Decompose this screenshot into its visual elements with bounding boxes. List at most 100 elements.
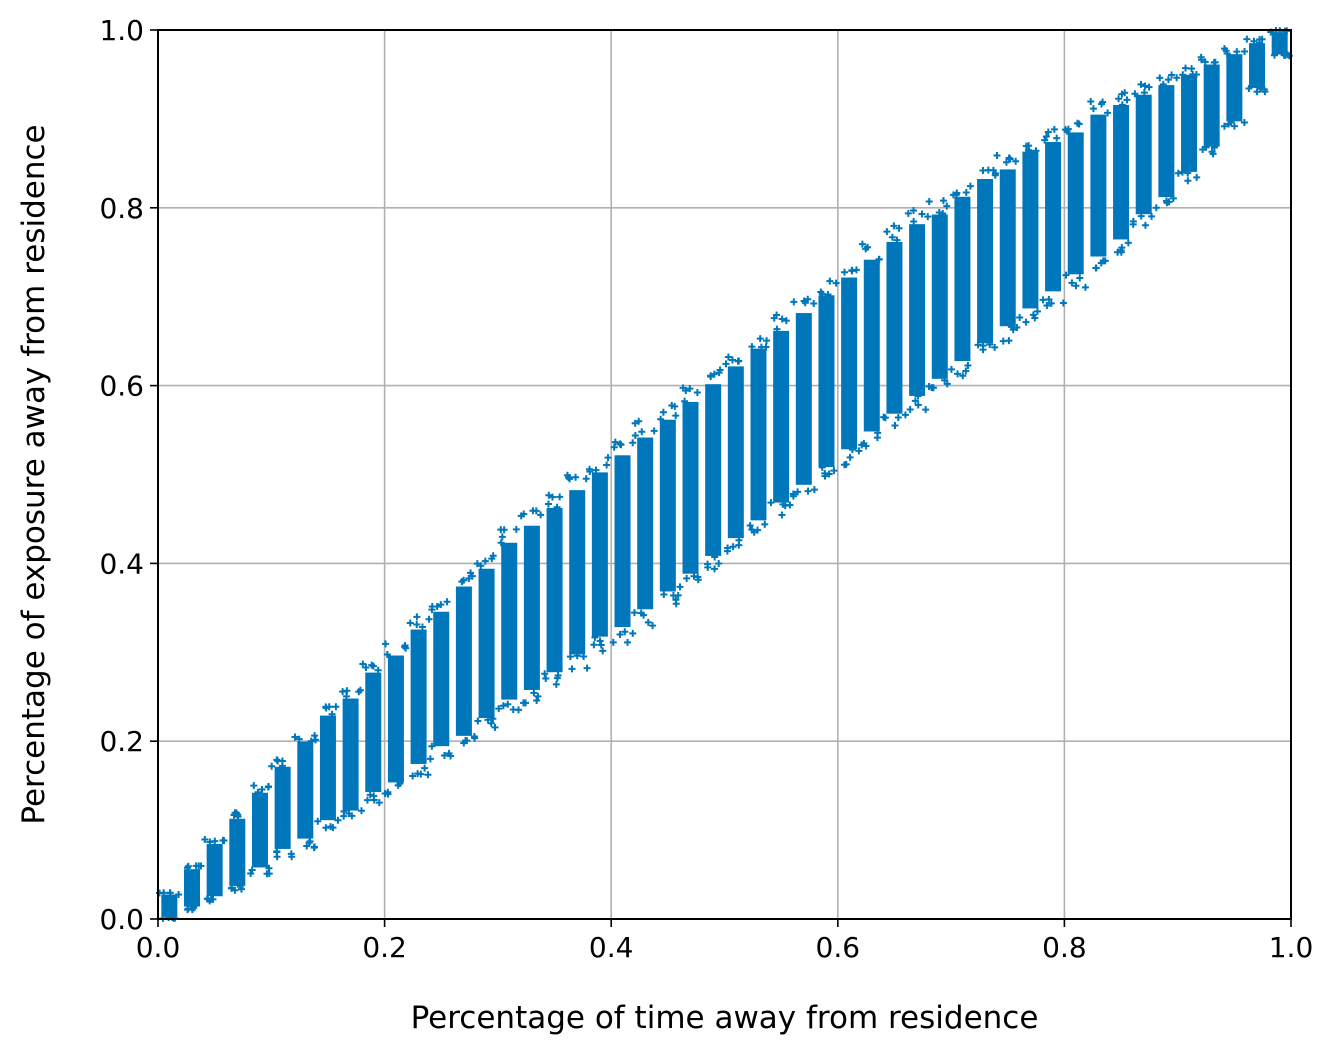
scatter-point [991, 171, 999, 179]
scatter-point [914, 401, 922, 409]
scatter-point [848, 267, 856, 275]
scatter-point [363, 796, 371, 804]
scatter-point [894, 413, 902, 421]
scatter-column-0-7 [319, 715, 336, 821]
scatter-point [541, 670, 549, 678]
scatter-point [248, 866, 256, 874]
scatter-point [421, 764, 429, 772]
scatter-point [1044, 128, 1052, 136]
scatter-point [821, 469, 829, 477]
scatter-point [356, 686, 364, 694]
scatter-point [962, 367, 970, 375]
scatter-point [383, 651, 391, 659]
scatter-point [679, 384, 687, 392]
scatter-point [676, 583, 684, 591]
scatter-point [855, 447, 863, 455]
scatter-point [756, 335, 764, 343]
scatter-point [417, 770, 425, 778]
scatter-point [544, 500, 552, 508]
scatter-point [631, 431, 639, 439]
scatter-point [891, 422, 899, 430]
scatter-point [406, 619, 414, 627]
scatter-point [533, 696, 541, 704]
scatter-column-0-47 [1226, 54, 1243, 122]
scatter-point [545, 491, 553, 499]
scatter-point [481, 557, 489, 565]
scatter-point [762, 343, 770, 351]
scatter-point [941, 376, 949, 384]
scatter-point [552, 680, 560, 688]
scatter-point [477, 562, 485, 570]
scatter-point [1121, 89, 1129, 97]
scatter-point [1032, 147, 1040, 155]
scatter-point [804, 295, 812, 303]
scatter-point [189, 903, 197, 911]
scatter-point [1230, 122, 1238, 130]
scatter-point [763, 337, 771, 345]
scatter-point [672, 596, 680, 604]
scatter-point [770, 314, 778, 322]
y-tick-label: 0.4 [99, 547, 144, 580]
scatter-point [650, 427, 658, 435]
scatter-point [1053, 134, 1061, 142]
scatter-point [1068, 279, 1076, 287]
scatter-point [1162, 197, 1170, 205]
scatter-point [782, 317, 790, 325]
scatter-point [1042, 132, 1050, 140]
scatter-point [183, 864, 191, 872]
scatter-point [583, 664, 591, 672]
scatter-point [1092, 264, 1100, 272]
scatter-column-0-34 [931, 214, 948, 379]
scatter-column-0-18 [569, 490, 586, 655]
scatter-point [1253, 88, 1261, 96]
scatter-point [790, 298, 798, 306]
scatter-point [428, 602, 436, 610]
y-tick-label: 1.0 [99, 14, 144, 47]
scatter-point [910, 218, 918, 226]
scatter-point [1179, 71, 1187, 79]
scatter-point [1188, 65, 1196, 73]
scatter-point [424, 771, 432, 779]
scatter-point [463, 737, 471, 745]
scatter-point [778, 511, 786, 519]
scatter-point [311, 732, 319, 740]
scatter-point [603, 461, 611, 469]
scatter-point [591, 633, 599, 641]
scatter-point [1129, 217, 1137, 225]
scatter-column-0-27 [773, 330, 790, 503]
scatter-point [265, 864, 273, 872]
scatter-column-0-36 [977, 178, 994, 344]
scatter-point [1164, 76, 1172, 84]
scatter-point [939, 197, 947, 205]
scatter-point [928, 384, 936, 392]
scatter-point [906, 405, 914, 413]
scatter-point [617, 441, 625, 449]
scatter-point [519, 699, 527, 707]
scatter-point [592, 466, 600, 474]
scatter-point [599, 647, 607, 655]
scatter-point [993, 152, 1001, 160]
scatter-point [440, 751, 448, 759]
scatter-point [1033, 307, 1041, 315]
scatter-point [348, 812, 356, 820]
scatter-column-0-31 [863, 259, 880, 432]
scatter-point [425, 615, 433, 623]
scatter-column-0-45 [1181, 74, 1198, 172]
scatter-point [874, 429, 882, 437]
scatter-point [611, 438, 619, 446]
scatter-point [1043, 301, 1051, 309]
scatter-point [220, 837, 228, 845]
scatter-point [1241, 48, 1249, 56]
scatter-point [1220, 122, 1228, 130]
scatter-point [332, 703, 340, 711]
scatter-point [1257, 85, 1265, 93]
scatter-point [735, 536, 743, 544]
y-tick-label: 0.0 [99, 903, 144, 936]
scatter-point [1076, 274, 1084, 282]
scatter-column-0-6 [297, 741, 314, 839]
scatter-point [1250, 37, 1258, 45]
scatter-point [534, 692, 542, 700]
scatter-column-0-49 [1271, 32, 1288, 55]
scatter-point [1016, 314, 1024, 322]
